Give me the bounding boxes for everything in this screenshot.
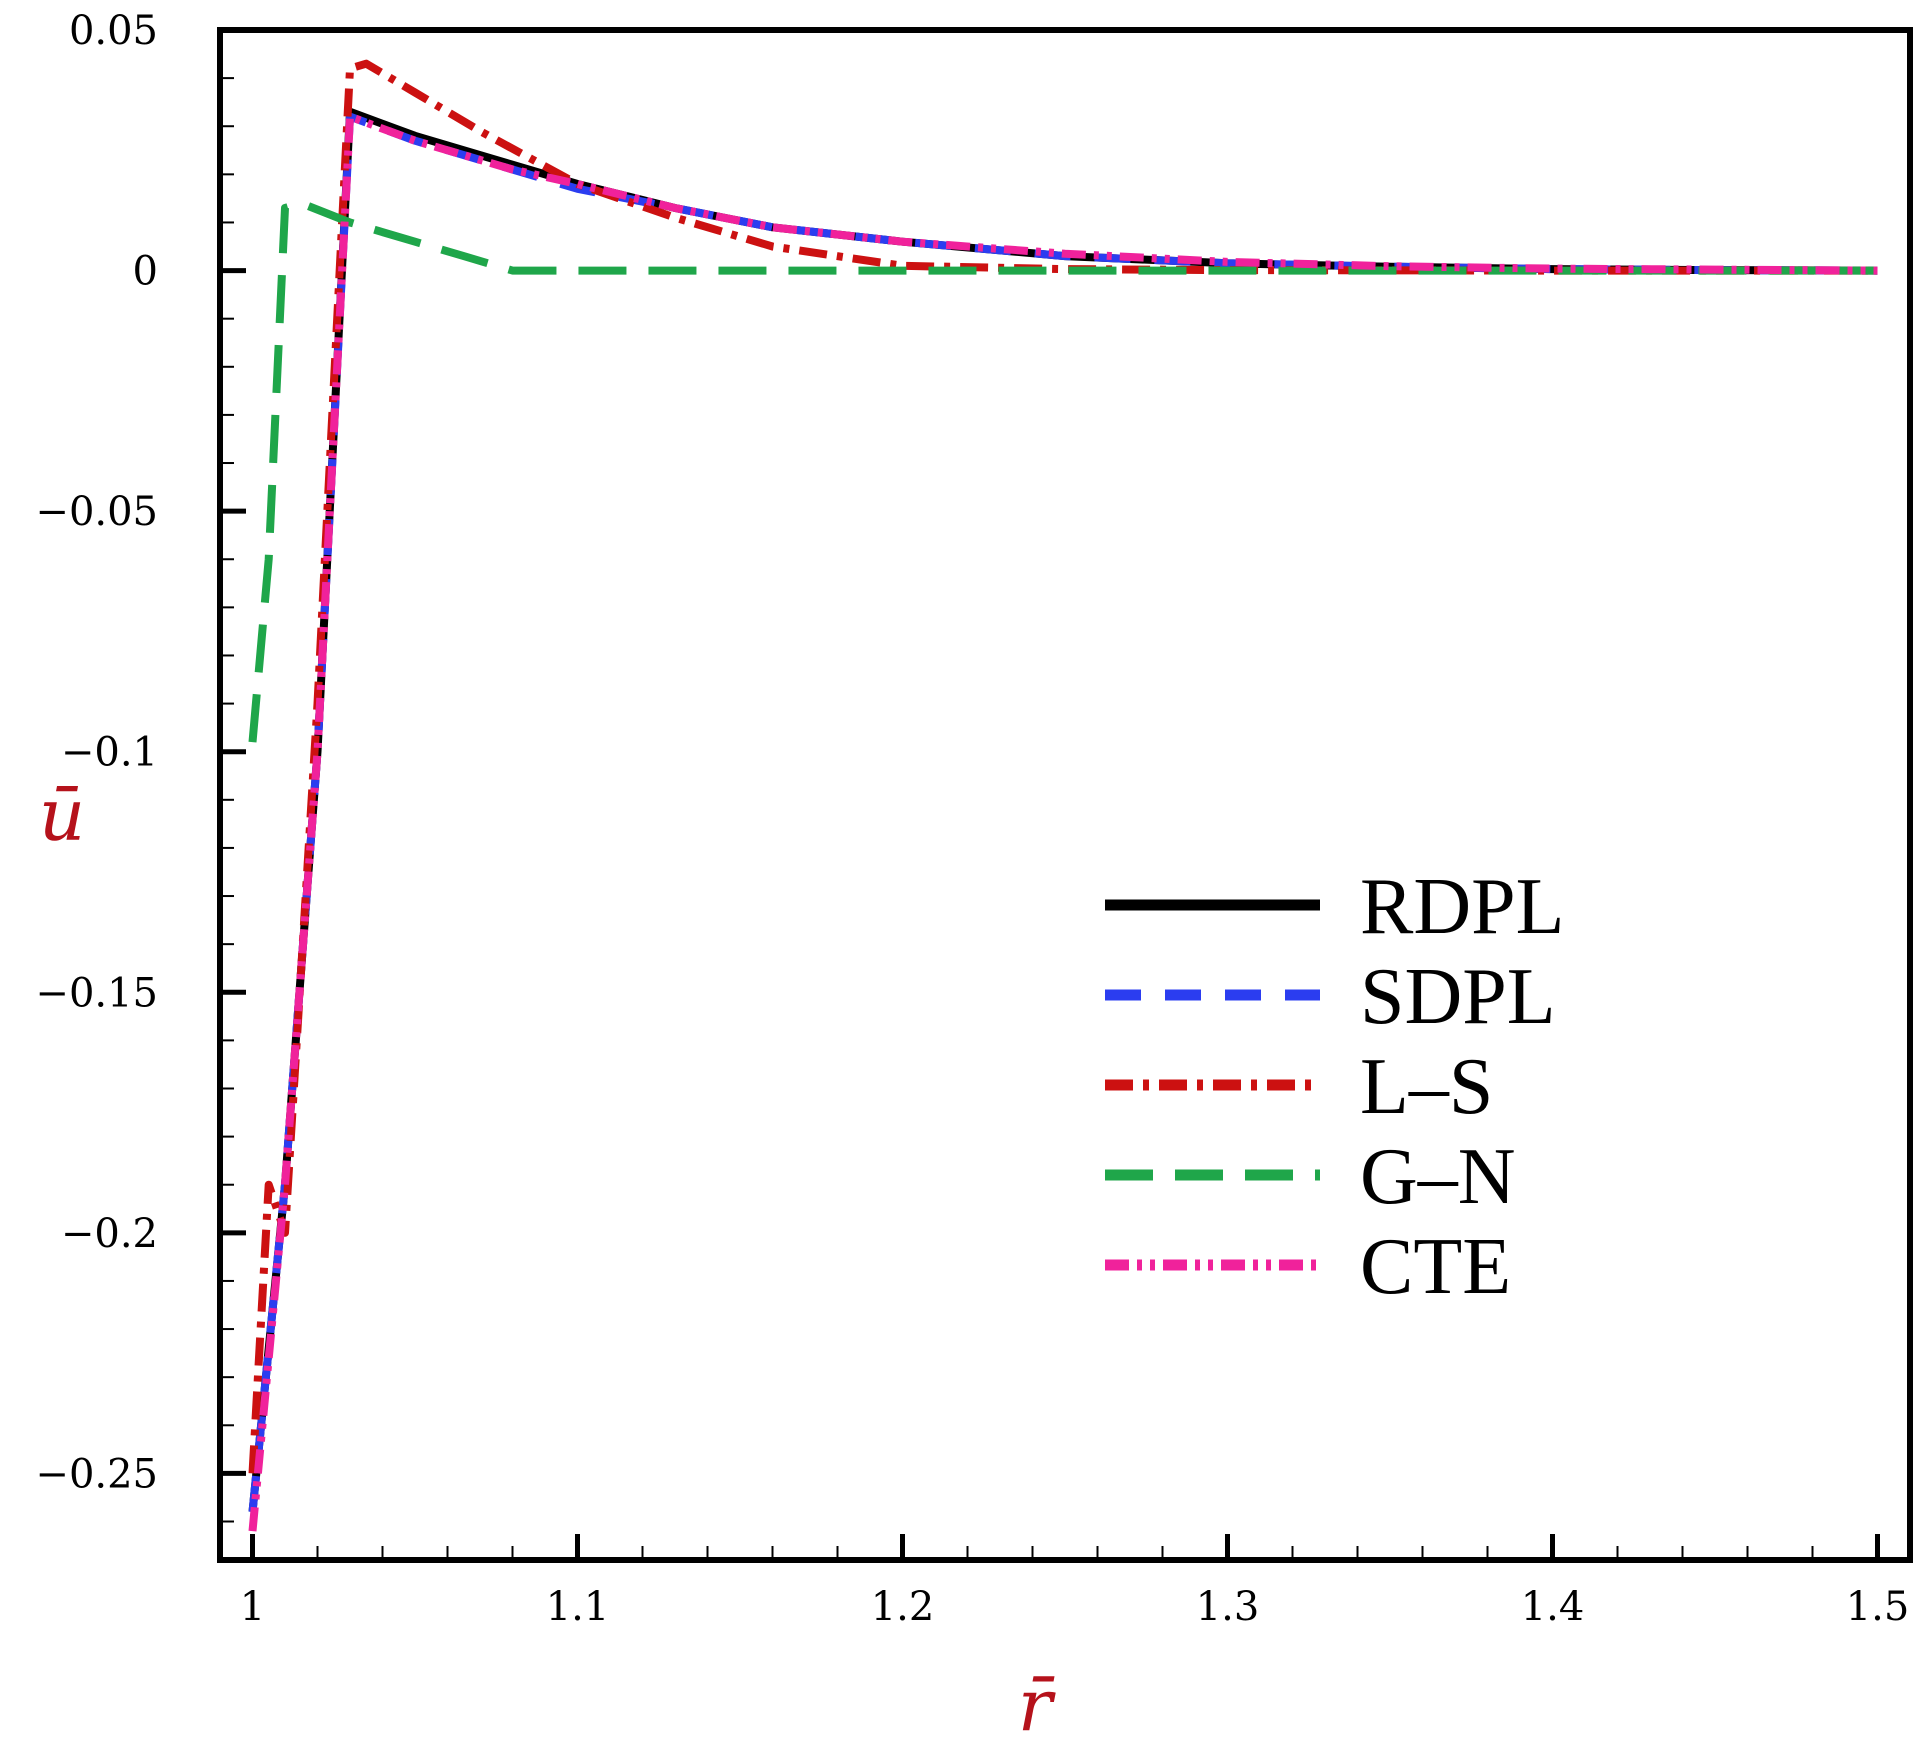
x-tick-label: 1.5 <box>1846 1584 1910 1630</box>
series-line <box>248 59 1878 1474</box>
x-tick-label: 1.2 <box>871 1584 935 1630</box>
major-ticks <box>220 27 1880 1560</box>
legend-label: CTE <box>1360 1223 1511 1311</box>
series-lines <box>248 59 1878 1532</box>
legend-label: RDPL <box>1360 863 1565 951</box>
series-line <box>248 199 1878 743</box>
tick-labels: 1 1.1 1.2 1.3 1.4 1.5 0.05 0 −0.05 −0.1 −0.15 −0.2 −… <box>35 8 1909 1630</box>
series-line <box>248 112 1878 1513</box>
x-tick-label: 1.4 <box>1521 1584 1585 1630</box>
y-tick-label: −0.2 <box>61 1211 158 1257</box>
x-tick-label: 1 <box>240 1584 265 1630</box>
y-axis-label: ū <box>39 773 85 857</box>
legend-label: L–S <box>1360 1043 1493 1131</box>
plot-frame <box>217 27 1913 1563</box>
y-tick-label: 0 <box>133 249 158 295</box>
y-tick-label: 0.05 <box>69 8 158 54</box>
series-line <box>248 112 1878 1532</box>
x-tick-label: 1.1 <box>546 1584 610 1630</box>
y-tick-label: −0.15 <box>35 970 158 1016</box>
y-tick-label: −0.1 <box>61 730 158 776</box>
legend-label: SDPL <box>1360 953 1556 1041</box>
series-line <box>248 107 1878 1513</box>
legend-label: G–N <box>1360 1133 1516 1221</box>
x-tick-label: 1.3 <box>1196 1584 1260 1630</box>
y-tick-label: −0.25 <box>35 1451 158 1497</box>
x-axis-label: r̄ <box>1018 1663 1056 1747</box>
y-tick-label: −0.05 <box>35 489 158 535</box>
